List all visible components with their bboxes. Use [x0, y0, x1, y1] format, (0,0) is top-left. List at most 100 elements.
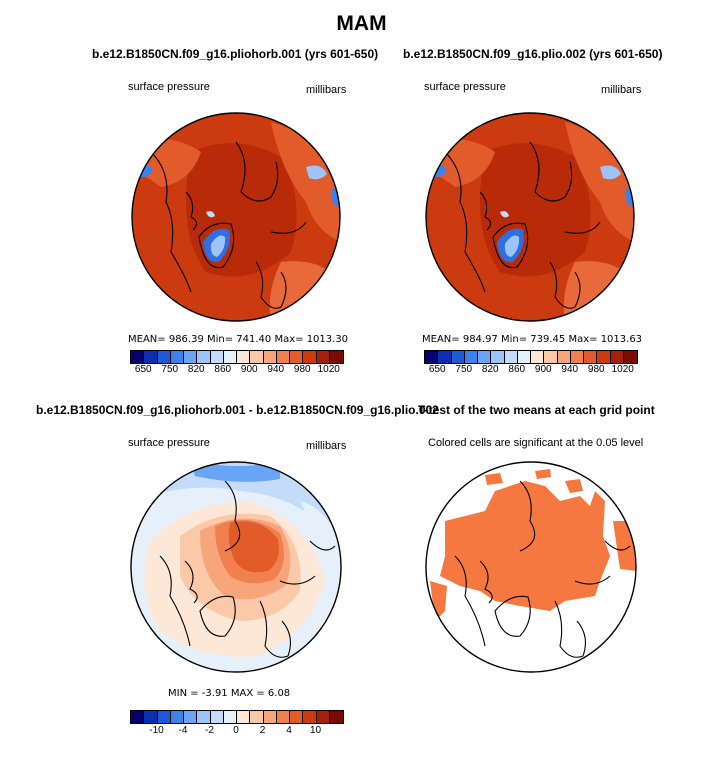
colorbar-swatch [303, 711, 317, 723]
colorbar-swatch [316, 351, 330, 363]
panel4-coastlines [454, 480, 631, 658]
panel3-map-border [130, 461, 342, 673]
colorbar-swatch [131, 351, 145, 363]
colorbar-swatch [316, 711, 330, 723]
colorbar-swatch [157, 351, 171, 363]
colorbar-tick-label: 4 [286, 725, 292, 736]
colorbar-tick-label: 820 [187, 364, 205, 375]
panel4-title: T-test of the two means at each grid poi… [418, 403, 655, 417]
panel3-coastlines [159, 480, 336, 658]
colorbar-tick-label: 0 [233, 725, 239, 736]
panel3-units: millibars [306, 440, 347, 452]
colorbar-swatch [597, 351, 611, 363]
panel3-map [130, 461, 342, 673]
panel2-land-patch [563, 261, 634, 321]
panel3-stats: MIN = -3.91 MAX = 6.08 [168, 688, 291, 699]
colorbar-swatch [491, 351, 505, 363]
colorbar-swatch [237, 711, 251, 723]
panel2-coastlines [444, 141, 601, 309]
colorbar-tick-label: 750 [161, 364, 179, 375]
panel3-field-neg2 [300, 501, 341, 571]
colorbar-swatch [464, 351, 478, 363]
panel1-stats: MEAN= 986.39 Min= 741.40 Max= 1013.30 [128, 334, 349, 345]
panel1-greenland-low-core [210, 235, 226, 257]
colorbar-swatch [131, 711, 145, 723]
colorbar-tick-label: 900 [240, 364, 258, 375]
panel1-low-east [306, 165, 327, 180]
colorbar-swatch [210, 711, 224, 723]
colorbar-swatch [144, 351, 158, 363]
panel2-low-east [600, 165, 621, 180]
panel3-variable: surface pressure [128, 437, 210, 449]
colorbar-swatch [263, 711, 277, 723]
panel2-variable: surface pressure [424, 81, 506, 93]
panel4-subtitle: Colored cells are significant at the 0.0… [428, 437, 644, 449]
colorbar-swatch [544, 351, 558, 363]
colorbar-swatch [197, 711, 211, 723]
panel2-map [425, 112, 635, 322]
colorbar-swatch [237, 351, 251, 363]
colorbar-tick-label: 860 [508, 364, 526, 375]
colorbar-tick-label: 900 [534, 364, 552, 375]
colorbar-swatch [623, 351, 637, 363]
colorbar-swatch [210, 351, 224, 363]
colorbar-swatch [290, 711, 304, 723]
colorbar-swatch [610, 351, 624, 363]
panel2-stats: MEAN= 984.97 Min= 739.45 Max= 1013.63 [422, 334, 643, 345]
colorbar-swatch [263, 351, 277, 363]
colorbar-swatch [478, 351, 492, 363]
colorbar-swatch [329, 711, 343, 723]
colorbar-tick-label: 650 [428, 364, 446, 375]
colorbar-swatch [276, 711, 290, 723]
panel2-greenland-low-core [504, 235, 520, 257]
panel2-map-border [425, 112, 635, 322]
panel1-variable: surface pressure [128, 81, 210, 93]
colorbar-swatch [157, 711, 171, 723]
colorbar-swatch [250, 711, 264, 723]
colorbar-swatch [276, 351, 290, 363]
panel2-arctic-field [480, 143, 591, 277]
panel4-significant-region [535, 469, 551, 479]
panel3-field-pos5 [228, 521, 279, 573]
colorbar-tick-label: 980 [293, 364, 311, 375]
panel1-low-small [206, 211, 215, 218]
colorbar-tick-label: -10 [149, 725, 164, 736]
colorbar-tick-label: 980 [587, 364, 605, 375]
colorbar-swatch [303, 351, 317, 363]
panel4-map [425, 461, 637, 673]
panel4-significant-region [440, 481, 610, 611]
colorbar-swatch [570, 351, 584, 363]
panel4-map-border [425, 461, 637, 673]
colorbar-tick-label: 940 [267, 364, 285, 375]
colorbar-tick-label: 1020 [317, 364, 340, 375]
colorbar-swatch [329, 351, 343, 363]
colorbar-swatch [223, 711, 237, 723]
colorbar-tick-label: -4 [178, 725, 188, 736]
panel1-colorbar [130, 350, 344, 364]
panel1-colorbar-ticks: 650 750 820 860 900 940 980 1020 [130, 364, 342, 378]
colorbar-tick-label: 750 [455, 364, 473, 375]
colorbar-swatch [438, 351, 452, 363]
panel1-land-patch [271, 122, 340, 242]
figure-title: MAM [336, 12, 387, 35]
panel1-units: millibars [306, 84, 347, 96]
colorbar-tick-label: 940 [561, 364, 579, 375]
panel2-colorbar [424, 350, 638, 364]
panel2-land-patch [565, 122, 634, 242]
colorbar-swatch [531, 351, 545, 363]
colorbar-swatch [184, 711, 198, 723]
panel2-title: b.e12.B1850CN.f09_g16.plio.002 (yrs 601-… [403, 47, 663, 61]
panel2-colorbar-ticks: 650 750 820 860 900 940 980 1020 [424, 364, 636, 378]
panel4-significant-region [565, 479, 583, 493]
panel2-low-small [500, 211, 509, 218]
colorbar-swatch [184, 351, 198, 363]
panel2-units: millibars [601, 84, 642, 96]
colorbar-tick-label: 1020 [611, 364, 634, 375]
colorbar-swatch [144, 711, 158, 723]
panel3-title: b.e12.B1850CN.f09_g16.pliohorb.001 - b.e… [36, 403, 439, 417]
panel4-significant-region [485, 473, 503, 485]
colorbar-swatch [250, 351, 264, 363]
panel1-arctic-field [186, 143, 297, 277]
colorbar-swatch [170, 711, 184, 723]
colorbar-swatch [504, 351, 518, 363]
